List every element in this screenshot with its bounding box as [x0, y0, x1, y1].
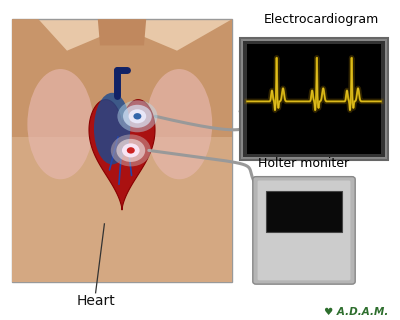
Circle shape: [122, 143, 140, 157]
Circle shape: [111, 134, 151, 166]
Polygon shape: [89, 100, 155, 210]
Circle shape: [134, 113, 142, 119]
FancyBboxPatch shape: [258, 180, 350, 280]
FancyBboxPatch shape: [247, 44, 381, 154]
Ellipse shape: [138, 56, 216, 77]
Circle shape: [123, 105, 152, 128]
Circle shape: [127, 147, 135, 154]
FancyBboxPatch shape: [253, 177, 355, 284]
Ellipse shape: [28, 69, 94, 179]
Text: ♥ A.D.A.M.: ♥ A.D.A.M.: [324, 307, 388, 317]
Ellipse shape: [146, 69, 212, 179]
Text: Heart: Heart: [76, 294, 115, 308]
Text: Electrocardiogram: Electrocardiogram: [264, 12, 379, 26]
Text: Holter moniter: Holter moniter: [258, 156, 350, 170]
Circle shape: [118, 100, 158, 132]
Polygon shape: [12, 137, 232, 282]
FancyBboxPatch shape: [240, 38, 388, 160]
FancyBboxPatch shape: [12, 19, 232, 282]
Polygon shape: [98, 19, 146, 45]
FancyBboxPatch shape: [243, 41, 385, 157]
Circle shape: [129, 109, 146, 123]
Circle shape: [116, 139, 145, 162]
FancyBboxPatch shape: [266, 191, 342, 232]
Ellipse shape: [28, 56, 106, 77]
Ellipse shape: [94, 93, 130, 164]
Polygon shape: [12, 19, 232, 282]
